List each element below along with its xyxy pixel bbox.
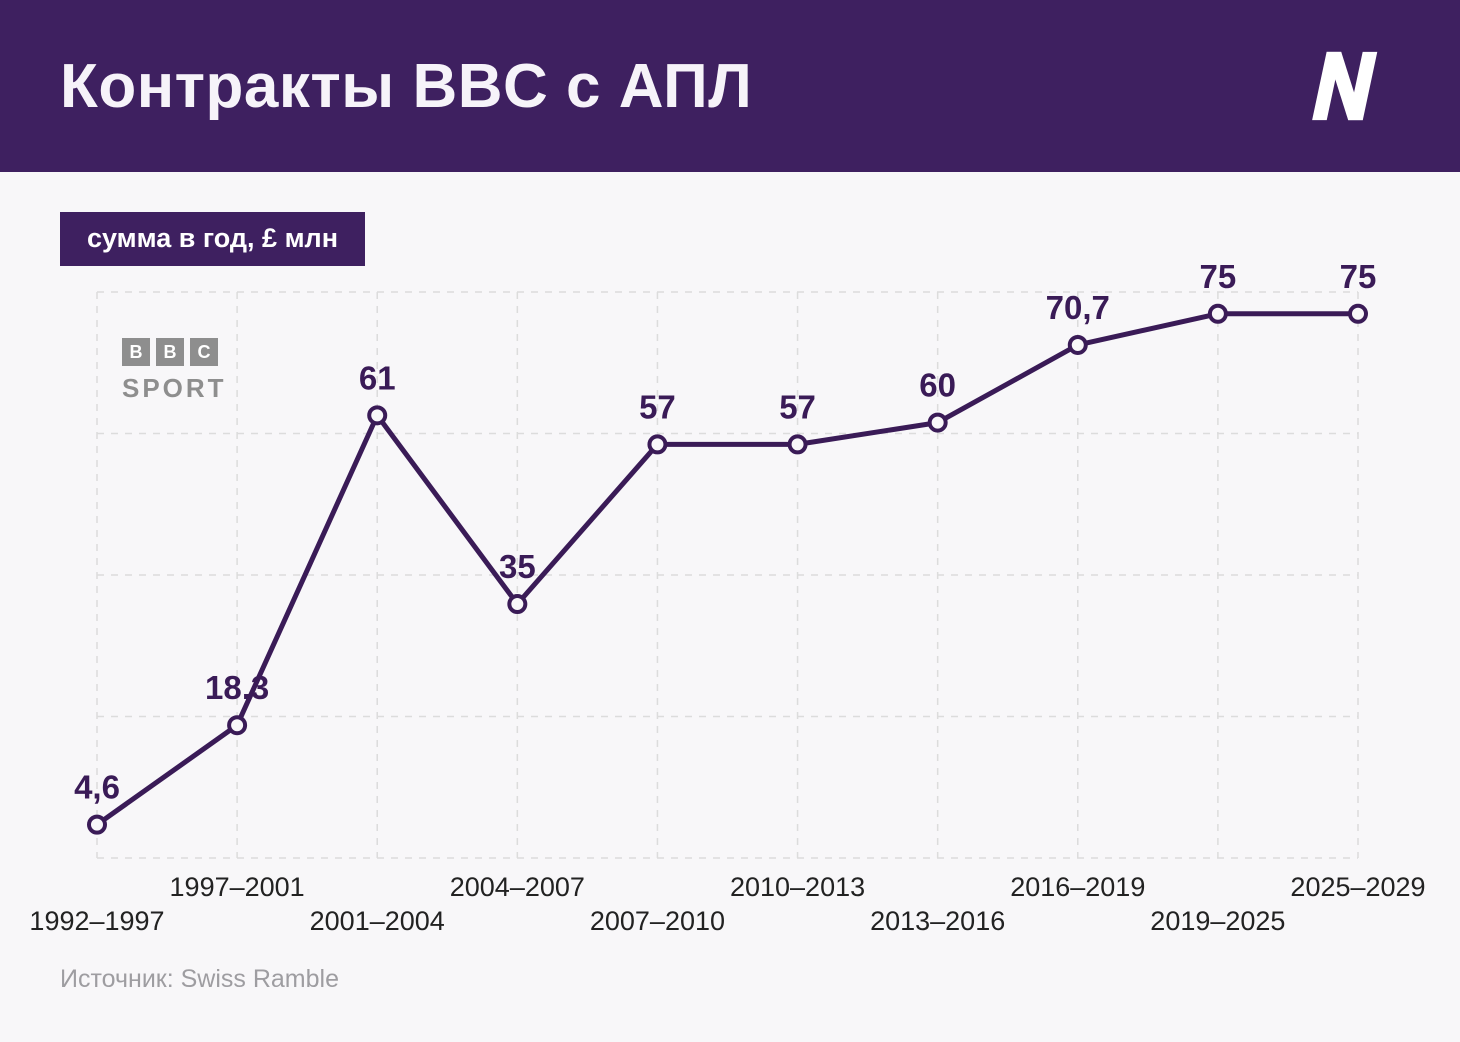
x-axis-label: 2013–2016 bbox=[870, 906, 1005, 936]
header-bar: Контракты BBC с АПЛ bbox=[0, 0, 1460, 172]
bbc-letter-block: B bbox=[156, 338, 184, 366]
x-axis-label: 2019–2025 bbox=[1150, 906, 1285, 936]
value-label: 61 bbox=[359, 359, 396, 396]
value-label: 70,7 bbox=[1046, 289, 1110, 326]
data-point bbox=[367, 405, 388, 426]
data-point bbox=[1207, 303, 1228, 324]
value-label: 75 bbox=[1200, 260, 1237, 295]
x-axis-label: 1997–2001 bbox=[170, 872, 305, 902]
bbc-logo: B B C bbox=[122, 338, 242, 366]
x-axis-label: 2025–2029 bbox=[1290, 872, 1425, 902]
data-point bbox=[87, 814, 107, 835]
data-point bbox=[1348, 303, 1368, 324]
value-label: 57 bbox=[779, 388, 816, 425]
page-title: Контракты BBC с АПЛ bbox=[60, 51, 753, 121]
source-credit: Источник: Swiss Ramble bbox=[60, 965, 339, 993]
value-label: 4,6 bbox=[74, 769, 120, 806]
data-point bbox=[507, 594, 528, 615]
value-label: 18,3 bbox=[205, 669, 269, 706]
line-chart: 4,6 18,3 61 35 57 57 60 70,7 75 75 1992–19971997–2… bbox=[29, 260, 1425, 936]
data-point bbox=[647, 434, 668, 455]
value-label: 57 bbox=[639, 388, 676, 425]
x-axis-label: 2001–2004 bbox=[310, 906, 445, 936]
bbc-letter-block: C bbox=[190, 338, 218, 366]
x-axis-label: 2010–2013 bbox=[730, 872, 865, 902]
data-point bbox=[1067, 334, 1088, 355]
x-axis-label: 2004–2007 bbox=[450, 872, 585, 902]
x-axis-label: 2007–2010 bbox=[590, 906, 725, 936]
bbc-sport-watermark: B B C SPORT bbox=[122, 338, 242, 404]
data-point bbox=[927, 412, 948, 433]
value-label: 60 bbox=[919, 367, 956, 404]
x-axis-label: 1992–1997 bbox=[29, 906, 164, 936]
bbc-sport-label: SPORT bbox=[122, 373, 227, 403]
line-series bbox=[94, 311, 1361, 828]
brand-logo-icon bbox=[1312, 51, 1378, 121]
value-label: 75 bbox=[1340, 260, 1377, 295]
data-point bbox=[787, 434, 808, 455]
bbc-letter-block: B bbox=[122, 338, 150, 366]
value-label: 35 bbox=[499, 548, 536, 585]
x-axis-label: 2016–2019 bbox=[1010, 872, 1145, 902]
data-point bbox=[227, 715, 248, 736]
chart-subtitle-badge: сумма в год, £ млн bbox=[60, 212, 366, 266]
